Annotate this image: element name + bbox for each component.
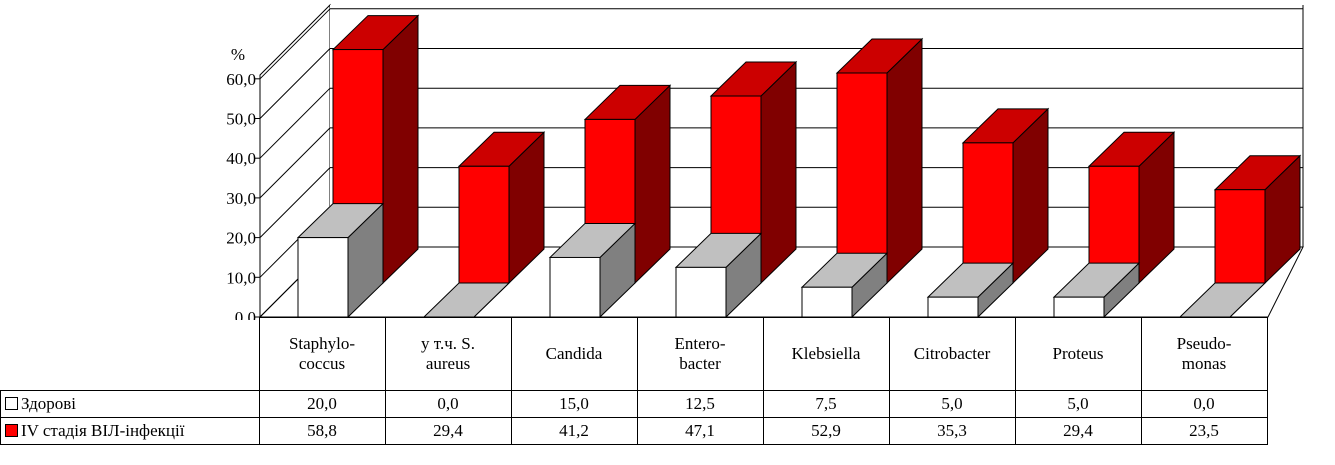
y-tick-label: 60,0 — [226, 70, 256, 89]
y-tick-label: 50,0 — [226, 110, 256, 129]
category-label: у т.ч. S. aureus — [384, 317, 512, 391]
bar-hiv-4 — [835, 37, 924, 285]
y-axis-label: % — [231, 45, 245, 64]
bar-healthy-7 — [1178, 282, 1267, 318]
category-label: Candida — [510, 317, 638, 391]
data-cell: 15,0 — [510, 389, 638, 418]
category-label-line: Proteus — [1052, 343, 1104, 363]
bar-hiv-4-side — [886, 37, 923, 285]
category-label-line: Citrobacter — [913, 343, 991, 363]
bars — [296, 14, 1302, 319]
bar-healthy-2 — [548, 222, 637, 319]
data-cell: 29,4 — [384, 416, 512, 445]
bar-healthy-1 — [422, 282, 511, 318]
category-row: Staphylo-coccus у т.ч. S. aureus Candida Ent… — [1, 317, 1268, 391]
gridline-side — [259, 167, 331, 238]
data-table: Staphylo-coccus у т.ч. S. aureus Candida Ent… — [0, 317, 1268, 445]
bar-healthy-1-top — [422, 282, 511, 318]
gridline-side — [259, 127, 331, 199]
bar-hiv-3-side — [760, 60, 797, 285]
bar-healthy-5-front — [927, 296, 979, 318]
y-axis: 0,0 10,0 20,0 30,0 40,0 50,0 60,0 — [226, 70, 261, 320]
legend-swatch-healthy — [5, 396, 18, 410]
category-label: Entero-bacter — [636, 317, 764, 391]
y-tick-label: 40,0 — [226, 149, 256, 168]
bar-healthy-0-front — [297, 237, 349, 318]
bar-healthy-7-top — [1178, 282, 1267, 318]
bar-healthy-0 — [296, 202, 385, 319]
series-label-hiv: IV стадія ВІЛ-інфекції — [0, 416, 260, 445]
bar-hiv-5 — [961, 107, 1050, 285]
series-name: Здорові — [21, 393, 76, 413]
gridline-side — [259, 8, 331, 80]
data-cell: 29,4 — [1014, 416, 1142, 445]
category-label: Klebsiella — [762, 317, 890, 391]
bar-hiv-4-front — [836, 72, 888, 284]
y-tick-label: 30,0 — [226, 189, 256, 208]
category-label-line: aureus — [425, 353, 471, 373]
bar-hiv-7-front — [1214, 189, 1266, 284]
series-label-healthy: Здорові — [0, 389, 260, 418]
bar-healthy-3 — [674, 232, 763, 319]
data-cell: 58,8 — [258, 416, 386, 445]
data-cell: 5,0 — [888, 389, 1016, 418]
data-cell: 20,0 — [258, 389, 386, 418]
data-cell: 47,1 — [636, 416, 764, 445]
data-cell: 35,3 — [888, 416, 1016, 445]
category-label-line: Klebsiella — [791, 343, 861, 363]
category-label-line: у т.ч. S. — [421, 333, 475, 353]
series-name: IV стадія ВІЛ-інфекції — [21, 420, 185, 440]
category-label-line: Pseudo- — [1176, 333, 1232, 353]
back-wall — [330, 5, 1335, 247]
data-cell: 0,0 — [384, 389, 512, 418]
category-label-line: Candida — [545, 343, 603, 363]
bar-hiv-7 — [1213, 154, 1302, 285]
bar-hiv-0-side — [382, 14, 419, 285]
bar-hiv-5-front — [962, 142, 1014, 284]
category-label-line: Staphylo- — [288, 333, 356, 353]
bar-hiv-2-side — [634, 84, 671, 285]
corner-cell — [1, 318, 260, 391]
gridline-side — [259, 48, 331, 119]
bar-healthy-2-front — [549, 256, 601, 318]
data-cell: 12,5 — [636, 389, 764, 418]
bar-healthy-6 — [1052, 261, 1141, 319]
bar-healthy-6-front — [1053, 296, 1105, 318]
data-cell: 23,5 — [1140, 416, 1268, 445]
bar-healthy-4-front — [801, 286, 853, 318]
bar-healthy-4 — [800, 252, 889, 319]
bar-hiv-6 — [1087, 131, 1176, 285]
gridline-side — [259, 87, 331, 159]
bar-hiv-1 — [457, 131, 546, 285]
category-label-line: monas — [1181, 353, 1227, 373]
bar-healthy-3-front — [675, 266, 727, 318]
category-label-line: coccus — [298, 353, 346, 373]
series-row-hiv: IV стадія ВІЛ-інфекції 58,8 29,4 41,2 47,1 5… — [0, 416, 1268, 445]
data-cell: 0,0 — [1140, 389, 1268, 418]
bar-chart-3d: 0,0 10,0 20,0 30,0 40,0 50,0 60,0 % — [226, 3, 1335, 320]
y-tick-label: 0,0 — [235, 308, 256, 320]
category-label: Staphylo-coccus — [258, 317, 386, 391]
chart-walls — [258, 3, 1335, 319]
category-label-line: Entero- — [674, 333, 726, 353]
y-tick-label: 20,0 — [226, 229, 256, 248]
category-label: Pseudo-monas — [1140, 317, 1268, 391]
data-cell: 52,9 — [762, 416, 890, 445]
legend-swatch-hiv — [5, 423, 18, 437]
category-label: Proteus — [1014, 317, 1142, 391]
category-label-line: bacter — [679, 353, 721, 373]
bar-healthy-5 — [926, 261, 1015, 319]
data-cell: 5,0 — [1014, 389, 1142, 418]
series-row-healthy: Здорові 20,0 0,0 15,0 12,5 7,5 5,0 5,0 0,0 — [0, 389, 1268, 418]
bar-hiv-1-front — [458, 165, 510, 284]
category-label: Citrobacter — [888, 317, 1016, 391]
data-cell: 41,2 — [510, 416, 638, 445]
data-cell: 7,5 — [762, 389, 890, 418]
y-tick-label: 10,0 — [226, 268, 256, 287]
